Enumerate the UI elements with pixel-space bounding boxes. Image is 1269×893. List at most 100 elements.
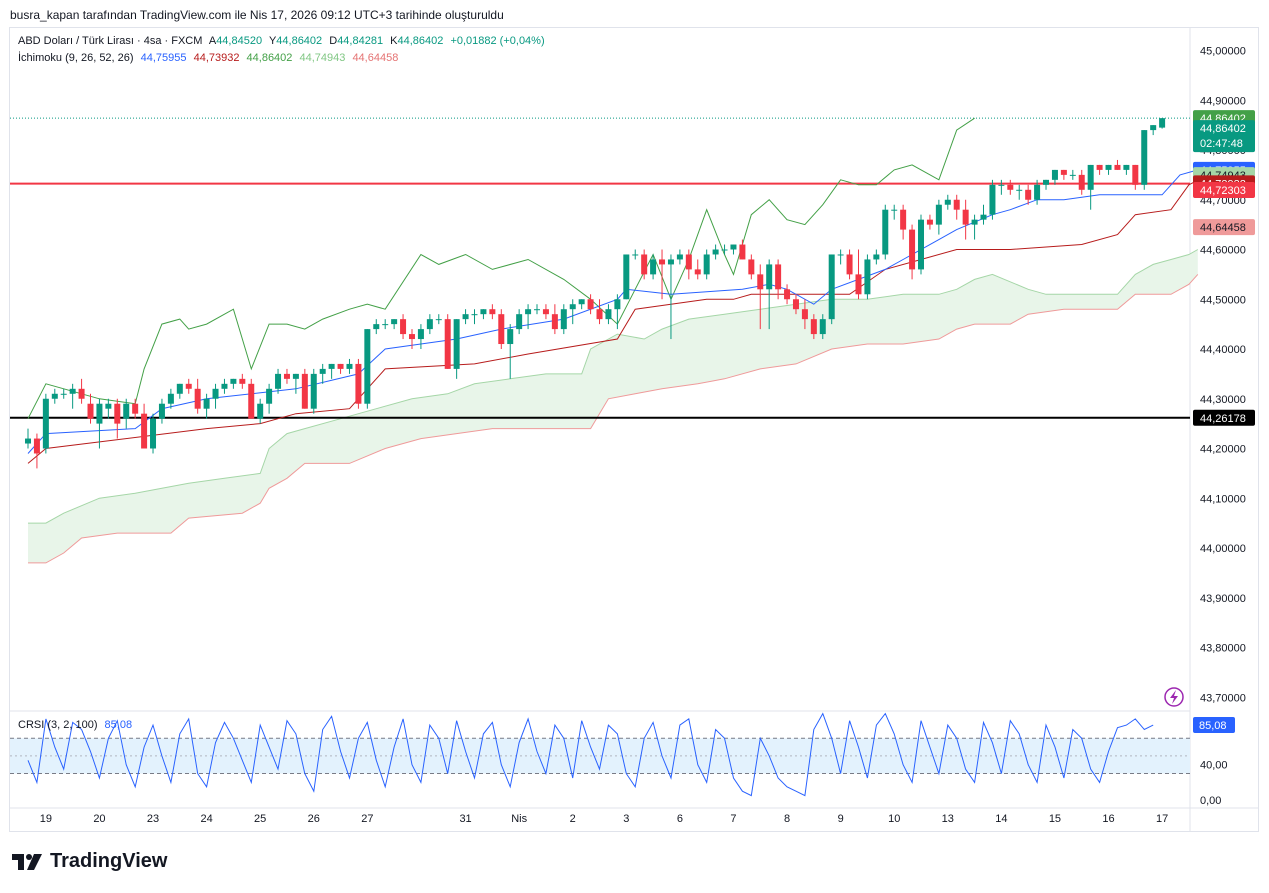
candle xyxy=(909,224,916,280)
candle-body xyxy=(569,304,576,310)
candle-body xyxy=(694,269,701,275)
candle-body xyxy=(1051,169,1058,180)
candle-body xyxy=(953,199,960,210)
candle xyxy=(1078,169,1085,195)
candle-body xyxy=(962,209,969,225)
candle xyxy=(212,383,219,409)
candle-body xyxy=(248,383,255,419)
candle-body xyxy=(471,314,478,316)
time-tick-label: 15 xyxy=(1049,813,1061,825)
candle-body xyxy=(810,319,817,335)
price-axis-label-bg xyxy=(1193,182,1255,199)
candle-body xyxy=(980,214,987,220)
candle xyxy=(1025,184,1032,205)
candle-body xyxy=(685,254,692,270)
ichimoku-cloud xyxy=(28,249,1198,563)
candle-body xyxy=(792,299,799,310)
candle xyxy=(435,314,442,325)
candle-body xyxy=(1087,164,1094,190)
candle xyxy=(266,383,273,414)
candle-body xyxy=(33,438,40,454)
candle xyxy=(453,319,460,379)
candle xyxy=(855,249,862,300)
candle-body xyxy=(25,438,31,444)
candle-body xyxy=(864,259,871,295)
candle xyxy=(257,398,264,424)
ichimoku-name[interactable]: İchimoku (9, 26, 52, 26) xyxy=(18,52,134,64)
candle xyxy=(757,264,764,330)
candle-body xyxy=(730,244,737,250)
price-axis-label: 44,72303 xyxy=(1193,182,1255,199)
candle-body xyxy=(1069,174,1076,176)
candle-body xyxy=(1016,189,1023,191)
crsi-name[interactable]: CRSI (3, 2, 100) xyxy=(18,719,98,731)
tradingview-brand[interactable]: TradingView xyxy=(12,850,167,873)
close-value: 44,86402 xyxy=(397,35,444,47)
candle-body xyxy=(926,219,933,225)
candle-body xyxy=(1132,164,1139,185)
time-tick-label: 2 xyxy=(570,813,576,825)
candle xyxy=(1069,169,1076,180)
candle xyxy=(292,373,299,394)
candle-body xyxy=(766,264,773,290)
candle xyxy=(998,179,1005,195)
symbol-name[interactable]: ABD Doları / Türk Lirası · 4sa · FXCM xyxy=(18,35,203,47)
time-tick-label: 17 xyxy=(1156,813,1168,825)
candle-body xyxy=(1060,169,1067,175)
candle-body xyxy=(408,334,415,340)
candle xyxy=(1060,169,1067,180)
candle xyxy=(980,204,987,225)
candle-body xyxy=(87,403,94,419)
candle-body xyxy=(1159,118,1166,128)
price-tick-label: 44,50000 xyxy=(1200,294,1246,306)
candle xyxy=(667,254,674,340)
candle xyxy=(1016,184,1023,200)
candle-body xyxy=(417,329,424,340)
lightning-icon[interactable] xyxy=(1164,687,1184,707)
candle xyxy=(382,319,389,330)
candle-body xyxy=(301,373,308,409)
time-tick-label: 31 xyxy=(459,813,471,825)
candle-body xyxy=(257,403,264,419)
candle-body xyxy=(292,373,299,379)
candle xyxy=(275,368,282,394)
candle-body xyxy=(971,219,978,225)
time-tick-label: Nis xyxy=(511,813,527,825)
lightning-icon-circle xyxy=(1164,687,1184,707)
candle-body xyxy=(337,363,344,369)
candle-body xyxy=(435,319,442,321)
candle-body xyxy=(328,363,335,369)
candle xyxy=(355,358,362,409)
tenkan-value: 44,75955 xyxy=(140,52,187,64)
candle xyxy=(33,433,40,469)
crsi-value-label: 85,08 xyxy=(1199,720,1227,732)
candle xyxy=(605,304,612,325)
countdown-text: 02:47:48 xyxy=(1200,138,1243,150)
candle xyxy=(614,294,621,330)
candle xyxy=(444,314,451,369)
candle-body xyxy=(275,373,282,389)
candle xyxy=(641,249,648,280)
candle xyxy=(185,378,192,394)
lightning-icon-bolt xyxy=(1170,690,1178,704)
price-tick-label: 44,90000 xyxy=(1200,95,1246,107)
candle xyxy=(784,284,791,305)
candle xyxy=(1051,169,1058,185)
candle xyxy=(676,249,683,265)
candle xyxy=(248,378,255,419)
candle-body xyxy=(1141,130,1148,185)
candle-body xyxy=(587,299,594,310)
candle xyxy=(1007,179,1014,195)
candle-body xyxy=(551,314,558,330)
candle xyxy=(596,299,603,325)
candle-body xyxy=(114,403,121,424)
brand-name: TradingView xyxy=(50,850,168,872)
candle-body xyxy=(310,373,317,409)
candle xyxy=(400,314,407,340)
candle-body xyxy=(453,319,460,369)
candle-body xyxy=(462,314,469,320)
candle-body xyxy=(748,259,755,275)
candle-body xyxy=(194,388,201,409)
candle-body xyxy=(158,403,165,419)
